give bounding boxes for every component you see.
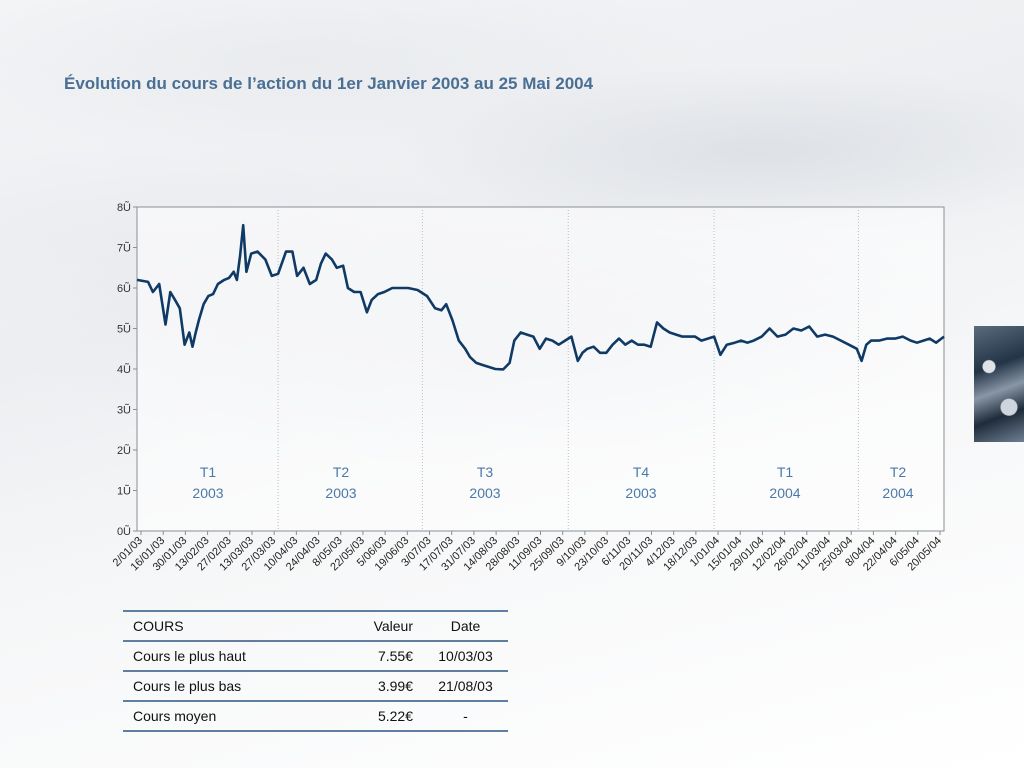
y-tick-label: 2Ũ [117, 444, 131, 457]
table-cell-date: 10/03/03 [423, 640, 508, 671]
table-header-date: Date [423, 610, 508, 641]
table-cell-label: Cours le plus haut [123, 640, 333, 671]
period-label: T2 [890, 464, 907, 480]
stock-stats-table: COURS Valeur Date Cours le plus haut 7.5… [123, 610, 508, 732]
table-row: Cours le plus haut 7.55€ 10/03/03 [123, 640, 508, 671]
period-label: T1 [200, 464, 217, 480]
period-year: 2003 [469, 485, 500, 501]
plot-area [136, 206, 945, 532]
table-cell-date: - [423, 700, 508, 732]
table-row: Cours moyen 5.22€ - [123, 700, 508, 732]
period-year: 2003 [625, 485, 656, 501]
period-year: 2003 [192, 485, 223, 501]
period-label: T1 [777, 464, 794, 480]
table-cell-label: Cours le plus bas [123, 670, 333, 701]
period-label: T2 [333, 464, 350, 480]
page-title: Évolution du cours de l’action du 1er Ja… [64, 74, 594, 93]
table-header-row: COURS Valeur Date [123, 610, 508, 641]
table-header-valeur: Valeur [333, 610, 423, 641]
period-label: T4 [633, 464, 650, 480]
price-series-line [136, 223, 945, 371]
table-cell-value: 7.55€ [333, 640, 423, 671]
stock-price-chart: 0Ũ1Ũ2Ũ3Ũ4Ũ5Ũ6Ũ7Ũ8Ũ2/01/0316/01/0330/01/0… [111, 201, 945, 573]
period-year: 2004 [882, 485, 913, 501]
period-year: 2004 [769, 485, 800, 501]
table-cell-label: Cours moyen [123, 700, 333, 732]
table-cell-value: 5.22€ [333, 700, 423, 732]
y-tick-label: 0Ũ [117, 525, 131, 538]
y-tick-label: 5Ũ [117, 323, 131, 336]
table-cell-value: 3.99€ [333, 670, 423, 701]
table-cell-date: 21/08/03 [423, 670, 508, 701]
engine-photo-icon [974, 326, 1024, 442]
y-tick-label: 3Ũ [117, 404, 131, 417]
y-tick-label: 1Ũ [117, 485, 131, 498]
table-row: Cours le plus bas 3.99€ 21/08/03 [123, 670, 508, 701]
period-label: T3 [477, 464, 494, 480]
y-tick-label: 8Ũ [117, 201, 131, 214]
period-year: 2003 [325, 485, 356, 501]
y-tick-label: 6Ũ [117, 282, 131, 295]
y-tick-label: 7Ũ [117, 242, 131, 255]
y-tick-label: 4Ũ [117, 363, 131, 376]
table-header-cours: COURS [123, 610, 333, 641]
